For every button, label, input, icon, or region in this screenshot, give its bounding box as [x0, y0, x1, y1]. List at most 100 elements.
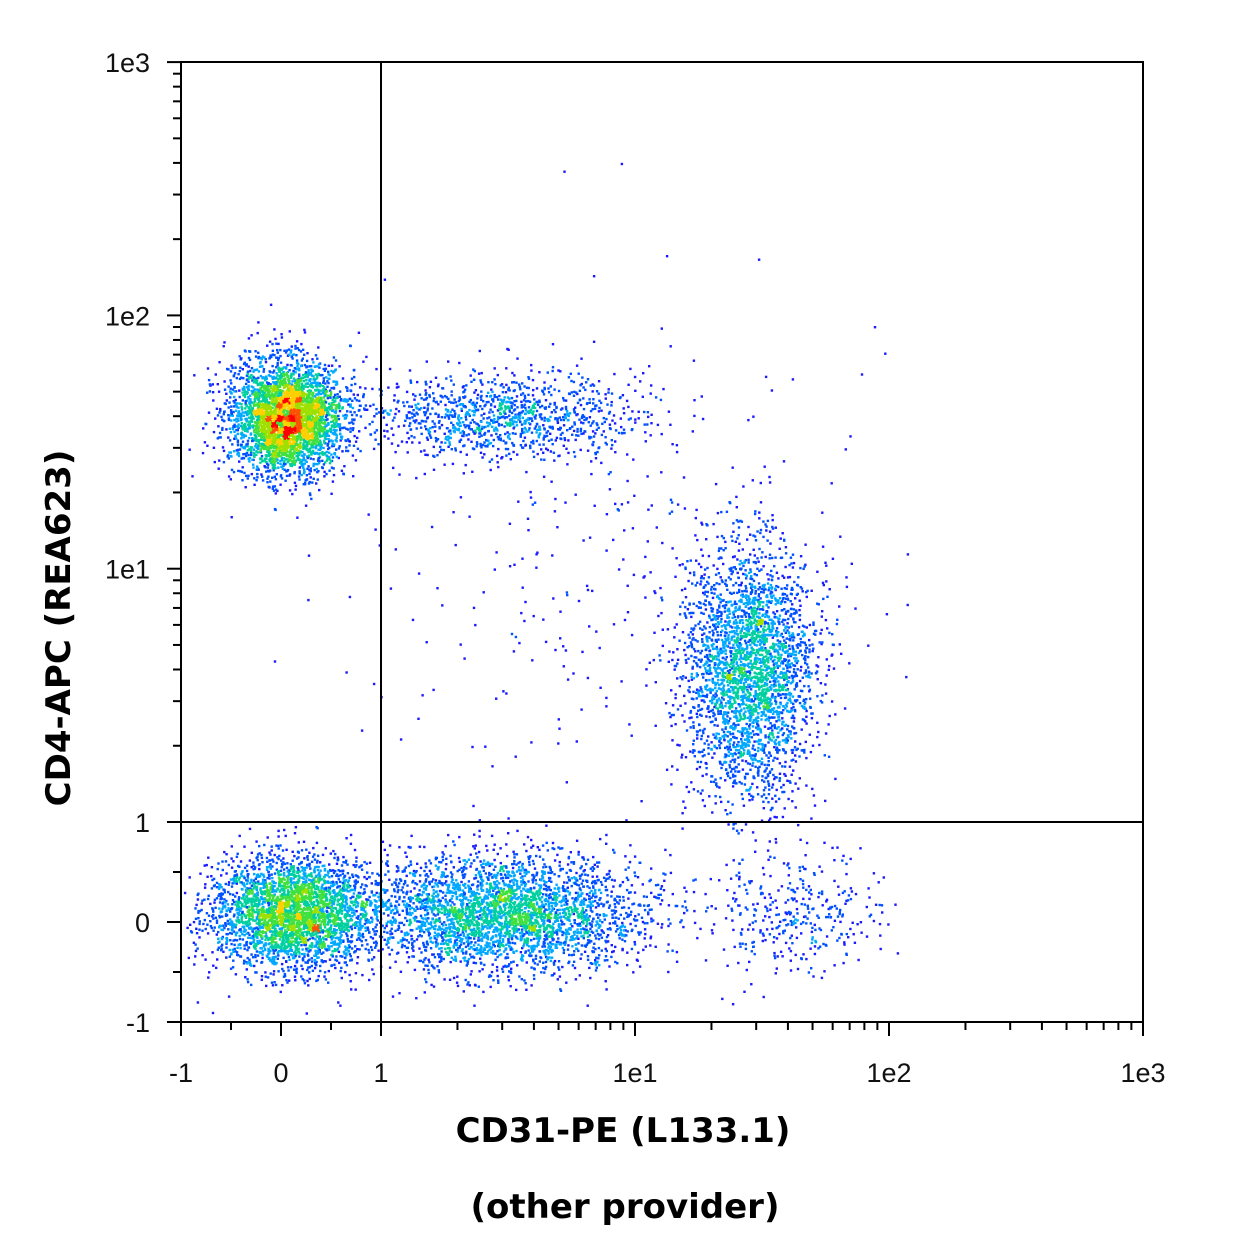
event-dot	[656, 423, 660, 427]
event-dot	[307, 432, 310, 436]
event-dot	[309, 457, 312, 460]
event-dot	[283, 382, 286, 385]
event-dot	[261, 381, 265, 384]
event-dot	[550, 393, 553, 397]
event-dot	[598, 406, 601, 410]
event-dot	[293, 395, 297, 398]
event-dot	[512, 450, 515, 454]
event-dot	[302, 376, 305, 380]
event-dot	[303, 403, 307, 406]
event-dot	[316, 471, 319, 474]
event-dot	[299, 391, 302, 395]
event-dot	[492, 414, 496, 417]
event-dot	[238, 448, 242, 451]
event-dot	[312, 405, 316, 408]
event-dot	[321, 434, 324, 438]
event-dot	[284, 453, 287, 456]
event-dot	[595, 404, 598, 407]
event-dot	[329, 393, 333, 396]
event-dot	[356, 393, 359, 397]
event-dot	[259, 420, 263, 424]
event-dot	[277, 402, 281, 405]
event-dot	[244, 429, 247, 432]
event-dot	[543, 458, 546, 461]
event-dot	[335, 420, 338, 424]
event-dot	[531, 419, 534, 423]
event-dot	[320, 416, 324, 420]
event-dot	[387, 413, 390, 416]
event-dot	[465, 434, 468, 437]
event-dot	[318, 460, 321, 463]
event-dot	[353, 418, 356, 421]
event-dot	[289, 389, 293, 392]
event-dot	[318, 422, 321, 426]
event-dot	[324, 390, 328, 393]
event-dot	[600, 409, 603, 412]
event-dot	[252, 378, 256, 381]
event-dot	[251, 415, 254, 419]
event-dot	[454, 401, 458, 404]
event-dot	[315, 482, 318, 485]
event-dot	[493, 405, 497, 408]
event-dot	[406, 400, 409, 404]
event-dot	[614, 451, 617, 454]
event-dot	[420, 397, 423, 400]
event-dot	[326, 407, 329, 410]
event-dot	[425, 396, 428, 400]
event-dot	[283, 431, 286, 434]
event-dot	[237, 406, 240, 409]
event-dot	[275, 407, 278, 410]
event-dot	[290, 364, 293, 367]
event-dot	[271, 414, 274, 417]
event-dot	[425, 383, 428, 386]
event-dot	[443, 416, 447, 419]
event-dot	[473, 421, 476, 424]
event-dot	[256, 465, 259, 468]
event-dot	[305, 405, 308, 409]
event-dot	[308, 384, 312, 387]
event-dot	[248, 408, 251, 411]
event-dot	[524, 409, 528, 412]
event-dot	[252, 381, 256, 384]
event-dot	[317, 390, 320, 393]
event-dot	[240, 405, 243, 409]
event-dot	[237, 452, 241, 455]
event-dot	[503, 425, 506, 428]
event-dot	[252, 370, 255, 373]
event-dot	[336, 393, 339, 396]
event-dot	[257, 468, 260, 471]
event-dot	[254, 355, 258, 358]
event-dot	[479, 451, 483, 454]
event-dot	[259, 357, 262, 360]
event-dot	[331, 371, 335, 374]
event-dot	[325, 450, 328, 454]
event-dot	[570, 379, 573, 383]
event-dot	[328, 374, 331, 377]
event-dot	[470, 440, 473, 443]
event-dot	[275, 396, 278, 399]
event-dot	[311, 408, 314, 411]
event-dot	[301, 373, 305, 377]
event-dot	[292, 404, 295, 408]
event-dot	[279, 394, 282, 397]
event-dot	[513, 374, 516, 377]
event-dot	[268, 432, 271, 436]
event-dot	[281, 380, 284, 383]
event-dot	[355, 414, 358, 417]
event-dot	[326, 410, 330, 414]
event-dot	[457, 423, 460, 426]
event-dot	[309, 493, 312, 497]
event-dot	[303, 400, 306, 403]
event-dot	[281, 424, 284, 427]
event-dot	[268, 421, 271, 425]
event-dot	[244, 402, 247, 405]
event-dot	[280, 375, 284, 378]
event-dot	[269, 469, 272, 472]
event-dot	[309, 397, 313, 400]
event-dot	[303, 982, 307, 985]
event-dot	[275, 356, 278, 359]
event-dot	[330, 403, 334, 406]
event-dot	[462, 391, 465, 394]
event-dot	[464, 415, 467, 419]
event-dot	[257, 351, 260, 354]
